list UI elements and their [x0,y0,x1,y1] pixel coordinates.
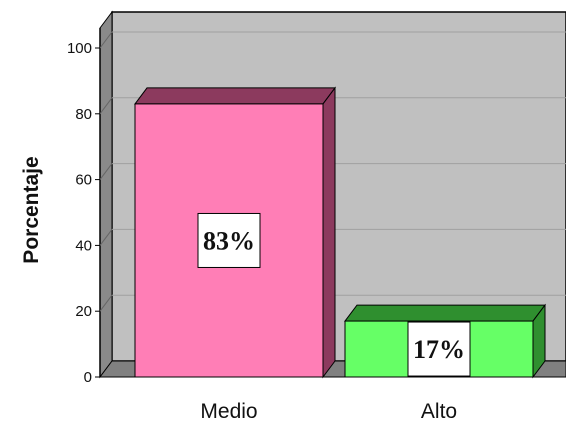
y-tick-label: 0 [84,369,92,386]
gridline-side [99,294,113,312]
bars: 83% 17% [134,86,546,379]
gridline-side [99,31,113,49]
y-axis-ticks: 0 20 40 60 80 100 [67,40,100,386]
bar-top-alto [344,304,546,322]
data-label: 83% [203,226,255,255]
y-tick-label: 40 [75,237,92,254]
x-category-label: Alto [421,400,457,423]
y-tick-label: 60 [75,172,92,189]
data-label: 17% [413,335,465,364]
gridline-side [99,229,113,246]
data-label-box [407,321,471,377]
x-axis-categories: Medio Alto [200,400,457,423]
y-tick-label: 20 [75,303,92,320]
gridline-side [99,163,113,180]
bar-top-medio [134,87,336,105]
y-tick-label: 100 [67,40,92,57]
side-wall [99,10,113,379]
gridline-side [99,97,113,115]
y-tick-label: 80 [75,106,92,123]
bar-side-medio [322,86,336,379]
x-category-label: Medio [200,400,257,423]
y-axis-label: Porcentaje [20,156,43,263]
data-label-box [197,212,261,268]
